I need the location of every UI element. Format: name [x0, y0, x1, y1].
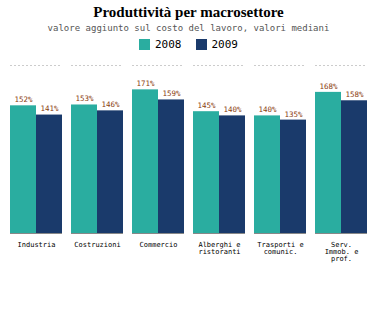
svg-text:171%: 171%	[136, 79, 155, 88]
svg-text:158%: 158%	[345, 90, 364, 99]
svg-text:159%: 159%	[162, 89, 181, 98]
svg-text:Industria: Industria	[18, 241, 56, 249]
svg-text:Commercio: Commercio	[140, 241, 178, 249]
svg-text:152%: 152%	[14, 95, 33, 104]
svg-text:Trasporti ecomunic.: Trasporti ecomunic.	[257, 241, 303, 256]
svg-text:145%: 145%	[197, 101, 216, 110]
svg-text:Costruzioni: Costruzioni	[74, 241, 120, 249]
svg-text:135%: 135%	[284, 110, 303, 119]
svg-text:153%: 153%	[75, 94, 94, 103]
svg-text:146%: 146%	[101, 100, 120, 109]
html-text:Produttività per macrosettore: Produttività per macrosettore	[93, 4, 284, 20]
svg-text:140%: 140%	[223, 105, 242, 114]
html-text:2008: 2008	[155, 38, 182, 51]
svg-text:141%: 141%	[40, 104, 59, 113]
svg-text:168%: 168%	[319, 82, 338, 91]
svg-text:Serv.Immob. eprof.: Serv.Immob. eprof.	[325, 241, 359, 263]
html-text:2009: 2009	[211, 38, 238, 51]
html-text:valore aggiunto sul costo del: valore aggiunto sul costo del lavoro, va…	[47, 23, 330, 33]
svg-text:Alberghi eristoranti: Alberghi eristoranti	[198, 241, 240, 256]
svg-text:140%: 140%	[258, 105, 277, 114]
